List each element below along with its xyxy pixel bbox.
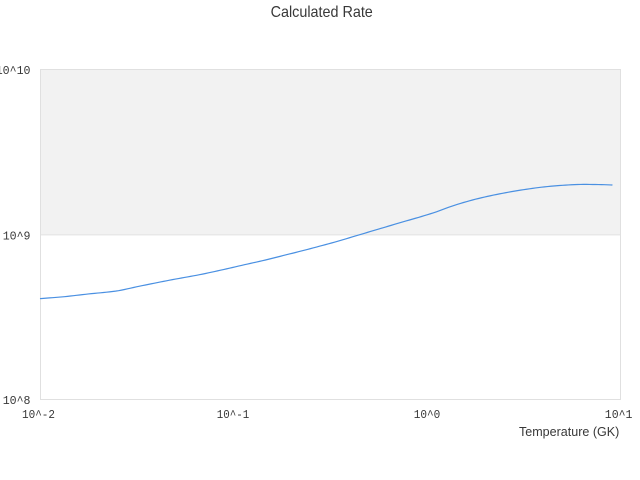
svg-text:10^-2: 10^-2 <box>22 408 55 422</box>
svg-text:Temperature (GK): Temperature (GK) <box>519 424 619 439</box>
svg-text:10^-1: 10^-1 <box>217 408 249 422</box>
svg-text:Calculated Rate: Calculated Rate <box>271 4 373 21</box>
svg-text:10^10: 10^10 <box>0 64 30 78</box>
svg-text:10^1: 10^1 <box>605 408 633 422</box>
svg-text:10^9: 10^9 <box>3 229 31 243</box>
svg-text:10^8: 10^8 <box>3 394 31 408</box>
svg-text:10^0: 10^0 <box>414 408 441 422</box>
